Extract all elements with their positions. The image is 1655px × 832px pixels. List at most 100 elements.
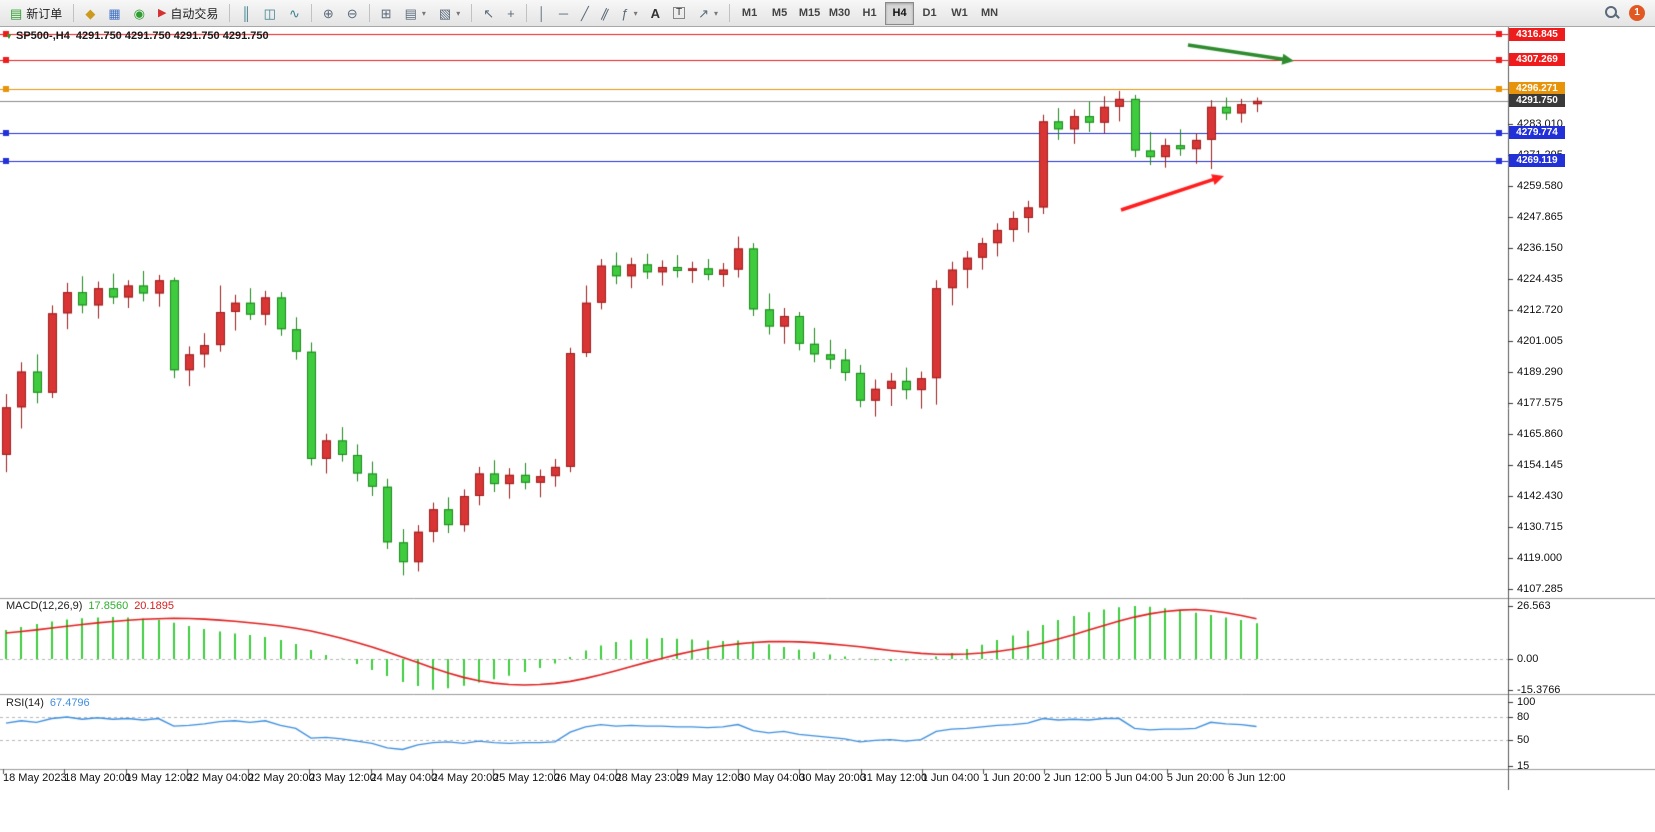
text-tool-button[interactable]: A	[645, 2, 666, 24]
market-watch-button[interactable]: ◆	[79, 2, 101, 24]
fibonacci-icon: ƒ	[621, 5, 629, 21]
templates-icon: ▧	[438, 5, 452, 21]
toolbar-separator	[73, 4, 75, 22]
fibonacci-tool-button[interactable]: ƒ ▾	[615, 2, 643, 24]
timeframe-group: M1 M5 M15 M30 H1 H4 D1 W1 MN	[735, 1, 1004, 25]
rsi-value: 67.4796	[49, 697, 90, 709]
timeframe-m15[interactable]: M15	[798, 7, 821, 19]
price-scale-label: 4212.720	[1517, 304, 1563, 317]
panel-separator[interactable]	[0, 693, 1655, 696]
tile-windows-button[interactable]: ⊞	[375, 2, 398, 24]
time-label: 22 May 20:00	[248, 772, 315, 784]
chevron-down-icon: ▾	[421, 8, 426, 18]
time-label: 18 May 20:00	[64, 772, 131, 784]
toolbar-separator	[525, 4, 527, 22]
text-label-tool-button[interactable]: T	[667, 2, 691, 24]
price-scale-label: 4177.575	[1517, 397, 1563, 410]
vertical-line-tool-button[interactable]: │	[532, 2, 552, 24]
timeframe-d1[interactable]: D1	[922, 7, 937, 19]
data-window-button[interactable]: ▦	[102, 2, 126, 24]
toolbar-separator	[729, 4, 731, 22]
trendline-tool-button[interactable]: ╱	[575, 2, 595, 24]
toolbar-separator	[310, 4, 312, 22]
price-scale-label: 50	[1517, 733, 1530, 746]
price-scale-label: 4236.150	[1517, 242, 1563, 255]
auto-trading-button[interactable]: ▶ 自动交易	[152, 2, 224, 24]
timeframe-mn[interactable]: MN	[980, 7, 999, 19]
time-label: 23 May 12:00	[309, 772, 376, 784]
timeframe-m5[interactable]: M5	[771, 7, 788, 19]
time-label: 18 May 2023	[3, 772, 67, 784]
price-scale-label: 26.563	[1517, 600, 1551, 612]
timeframe-w1[interactable]: W1	[951, 7, 968, 19]
time-label: 5 Jun 20:00	[1166, 772, 1225, 784]
timeframe-m1[interactable]: M1	[741, 7, 758, 19]
profiles-button[interactable]: ▤ ▾	[399, 2, 432, 24]
time-label: 2 Jun 12:00	[1044, 772, 1102, 784]
toolbar-separator	[471, 4, 473, 22]
timeframe-h4[interactable]: H4	[885, 1, 915, 25]
cursor-tool-button[interactable]: ↖	[477, 2, 500, 24]
time-label: 28 May 23:00	[615, 772, 683, 784]
panel-separator[interactable]	[0, 768, 1655, 771]
cursor-icon: ↖	[483, 5, 495, 21]
time-label: 29 May 12:00	[676, 772, 744, 784]
price-tag: 4269.119	[1509, 154, 1565, 168]
macd-main-value: 17.8560	[88, 600, 129, 612]
price-tag: 4296.271	[1509, 82, 1565, 96]
chart-symbol-marker-icon: ▼	[5, 32, 13, 41]
price-scale-label: 4189.290	[1517, 366, 1563, 379]
new-order-button[interactable]: ▤ 新订单	[4, 2, 68, 24]
price-scale-label: 4259.580	[1517, 180, 1563, 193]
timeframe-m30[interactable]: M30	[828, 7, 851, 19]
navigator-icon: ◉	[133, 5, 145, 21]
bar-chart-icon: ║	[241, 5, 251, 21]
notification-badge[interactable]: 1	[1629, 5, 1645, 21]
time-label: 26 May 04:00	[554, 772, 621, 784]
price-scale-label: 100	[1517, 696, 1536, 708]
profiles-icon: ▤	[404, 5, 417, 21]
chevron-down-icon: ▾	[456, 8, 461, 18]
bar-chart-button[interactable]: ║	[235, 2, 256, 24]
arrows-tool-button[interactable]: ↗ ▾	[692, 2, 724, 24]
time-label: 1 Jun 20:00	[983, 772, 1041, 784]
time-label: 24 May 20:00	[431, 772, 499, 784]
price-scale-label: 4154.145	[1517, 459, 1563, 472]
zoom-out-button[interactable]: ⊖	[341, 2, 364, 24]
navigator-button[interactable]: ◉	[128, 2, 151, 24]
crosshair-tool-button[interactable]: +	[501, 2, 521, 24]
channel-tool-button[interactable]: ∥	[596, 2, 615, 24]
channel-icon: ∥	[599, 4, 612, 22]
price-tag: 4279.774	[1509, 126, 1565, 140]
price-scale-label: 4201.005	[1517, 335, 1563, 348]
price-tag: 4291.750	[1509, 94, 1565, 108]
new-order-label: 新订单	[26, 6, 63, 21]
rsi-indicator-label: RSI(14) 67.4796	[6, 697, 90, 709]
vertical-line-icon: │	[537, 5, 546, 21]
toolbar-separator	[368, 4, 370, 22]
price-scale-label: 4142.430	[1517, 490, 1563, 503]
time-label: 22 May 04:00	[186, 772, 254, 784]
text-label-icon: T	[673, 7, 686, 19]
price-scale[interactable]: 4283.0104271.2954259.5804247.8654236.150…	[1508, 0, 1655, 832]
search-icon[interactable]	[1604, 5, 1620, 21]
chevron-down-icon: ▾	[714, 8, 719, 18]
price-tag: 4316.845	[1509, 27, 1565, 41]
zoom-in-button[interactable]: ⊕	[317, 2, 340, 24]
candlestick-chart-button[interactable]: ◫	[258, 2, 282, 24]
time-label: 6 Jun 12:00	[1228, 772, 1286, 784]
line-chart-button[interactable]: ∿	[283, 2, 306, 24]
panel-separator[interactable]	[0, 597, 1655, 600]
candlestick-chart-icon: ◫	[263, 5, 276, 21]
price-tag: 4307.269	[1509, 53, 1565, 67]
horizontal-line-tool-button[interactable]: ─	[553, 2, 574, 24]
price-scale-label: 4107.285	[1517, 583, 1563, 596]
templates-button[interactable]: ▧ ▾	[433, 2, 466, 24]
timeframe-h1[interactable]: H1	[862, 7, 877, 19]
price-scale-label: -15.3766	[1517, 683, 1561, 696]
price-scale-label: 4224.435	[1517, 273, 1563, 286]
zoom-in-icon: ⊕	[322, 5, 334, 21]
time-label: 5 Jun 04:00	[1105, 772, 1164, 784]
